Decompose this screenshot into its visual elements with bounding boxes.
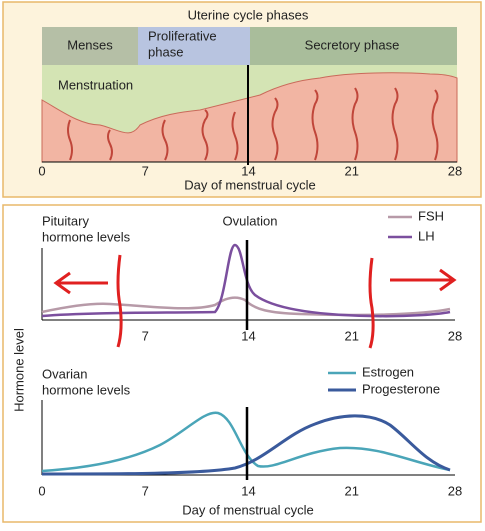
phase-label: Proliferative — [148, 28, 217, 43]
tick-label: 21 — [345, 163, 359, 178]
pituitary-title: hormone levels — [42, 229, 131, 244]
phase-secretory — [250, 27, 457, 65]
tick-labels: 7 14 21 28 — [142, 328, 463, 343]
tick-label: 28 — [448, 328, 462, 343]
x-axis-label: Day of menstrual cycle — [184, 177, 316, 192]
pituitary-title: Pituitary — [42, 213, 89, 228]
tick-label: 28 — [448, 483, 462, 498]
tick-labels: 0 7 14 21 28 — [38, 163, 462, 178]
tick-label: 7 — [142, 483, 149, 498]
ovulation-label: Ovulation — [223, 213, 278, 228]
progesterone-curve — [41, 414, 451, 476]
legend-label: FSH — [418, 208, 444, 223]
legend-label: LH — [418, 228, 435, 243]
tick-label: 21 — [345, 328, 359, 343]
phase-label: Menses — [67, 37, 113, 52]
menstruation-label: Menstruation — [58, 77, 133, 92]
legend-label: Progesterone — [362, 381, 440, 396]
tick-label: 14 — [241, 328, 255, 343]
legend-label: Estrogen — [362, 364, 414, 379]
red-annotations — [53, 254, 457, 349]
tick-label: 7 — [142, 328, 149, 343]
ovarian-title: hormone levels — [42, 382, 131, 397]
tick-label: 14 — [241, 163, 255, 178]
phase-proliferative — [138, 27, 250, 65]
tick-label: 7 — [142, 163, 149, 178]
tick-label: 28 — [448, 163, 462, 178]
tick-label: 14 — [241, 483, 255, 498]
y-axis-label: Hormone level — [11, 328, 26, 412]
x-axis-label: Day of menstrual cycle — [182, 502, 314, 517]
phase-label: Secretory phase — [305, 37, 400, 52]
tick-label: 21 — [345, 483, 359, 498]
phase-label: phase — [148, 44, 183, 59]
tick-label: 0 — [38, 163, 45, 178]
lh-curve — [41, 243, 451, 318]
tick-labels: 0 7 14 21 28 — [38, 483, 462, 498]
phase-menses — [42, 27, 138, 65]
uterine-title: Uterine cycle phases — [188, 7, 309, 22]
spiral-arteries — [67, 87, 439, 161]
tick-label: 0 — [38, 483, 45, 498]
ovarian-title: Ovarian — [42, 366, 88, 381]
estrogen-curve — [41, 411, 451, 473]
